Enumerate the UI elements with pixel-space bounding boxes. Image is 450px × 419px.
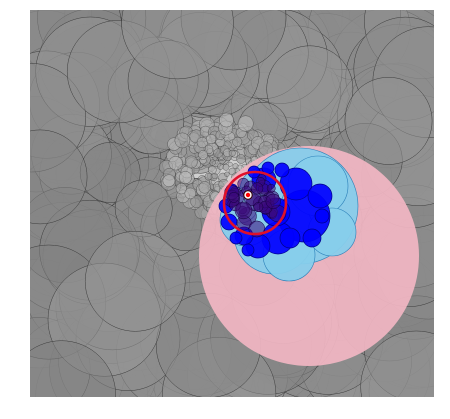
grey-circle <box>84 231 186 332</box>
query-point-center <box>245 192 251 198</box>
grey-circle <box>344 77 433 165</box>
blue-circle <box>279 227 301 249</box>
blue-circle <box>229 231 243 245</box>
dark-blue-circle <box>266 184 276 193</box>
small-grey-circle <box>162 174 176 187</box>
small-grey-circle <box>175 183 188 195</box>
small-grey-circle <box>228 149 236 157</box>
blue-circle <box>302 228 322 248</box>
blue-circle <box>314 208 330 224</box>
dark-blue-circle <box>265 193 281 209</box>
red-query-ring <box>222 170 288 236</box>
grey-circle <box>266 45 354 133</box>
small-grey-circle <box>178 171 192 184</box>
grey-circle <box>121 10 234 80</box>
grey-circle <box>360 330 434 397</box>
blue-circle <box>241 243 255 257</box>
dark-blue-circle <box>234 201 253 220</box>
small-grey-circle <box>232 163 239 170</box>
dark-blue-circle <box>228 192 240 203</box>
small-grey-circle <box>174 132 191 149</box>
small-grey-circle <box>190 195 203 208</box>
small-grey-circle <box>219 112 234 128</box>
small-grey-circle <box>236 154 246 164</box>
small-grey-circle <box>217 163 224 170</box>
grey-circle <box>30 340 116 397</box>
grey-circle <box>30 129 88 225</box>
small-grey-circle <box>237 115 254 132</box>
blue-circle <box>307 183 333 209</box>
small-grey-circle <box>208 165 217 175</box>
small-grey-circle <box>232 136 243 147</box>
small-grey-circle <box>222 163 230 171</box>
dark-blue-circles-layer <box>223 174 287 238</box>
small-grey-circle <box>227 161 233 167</box>
small-grey-circle <box>204 172 213 181</box>
small-grey-circle <box>168 156 183 171</box>
small-grey-circle <box>184 155 198 169</box>
small-grey-circle <box>198 150 208 160</box>
small-grey-circle <box>224 171 230 177</box>
dark-blue-circle <box>253 202 264 213</box>
blue-circle <box>274 162 290 178</box>
small-grey-circle <box>206 134 217 145</box>
dark-blue-circle <box>251 182 264 195</box>
small-grey-circle <box>184 187 197 200</box>
small-grey-circle <box>198 181 211 194</box>
